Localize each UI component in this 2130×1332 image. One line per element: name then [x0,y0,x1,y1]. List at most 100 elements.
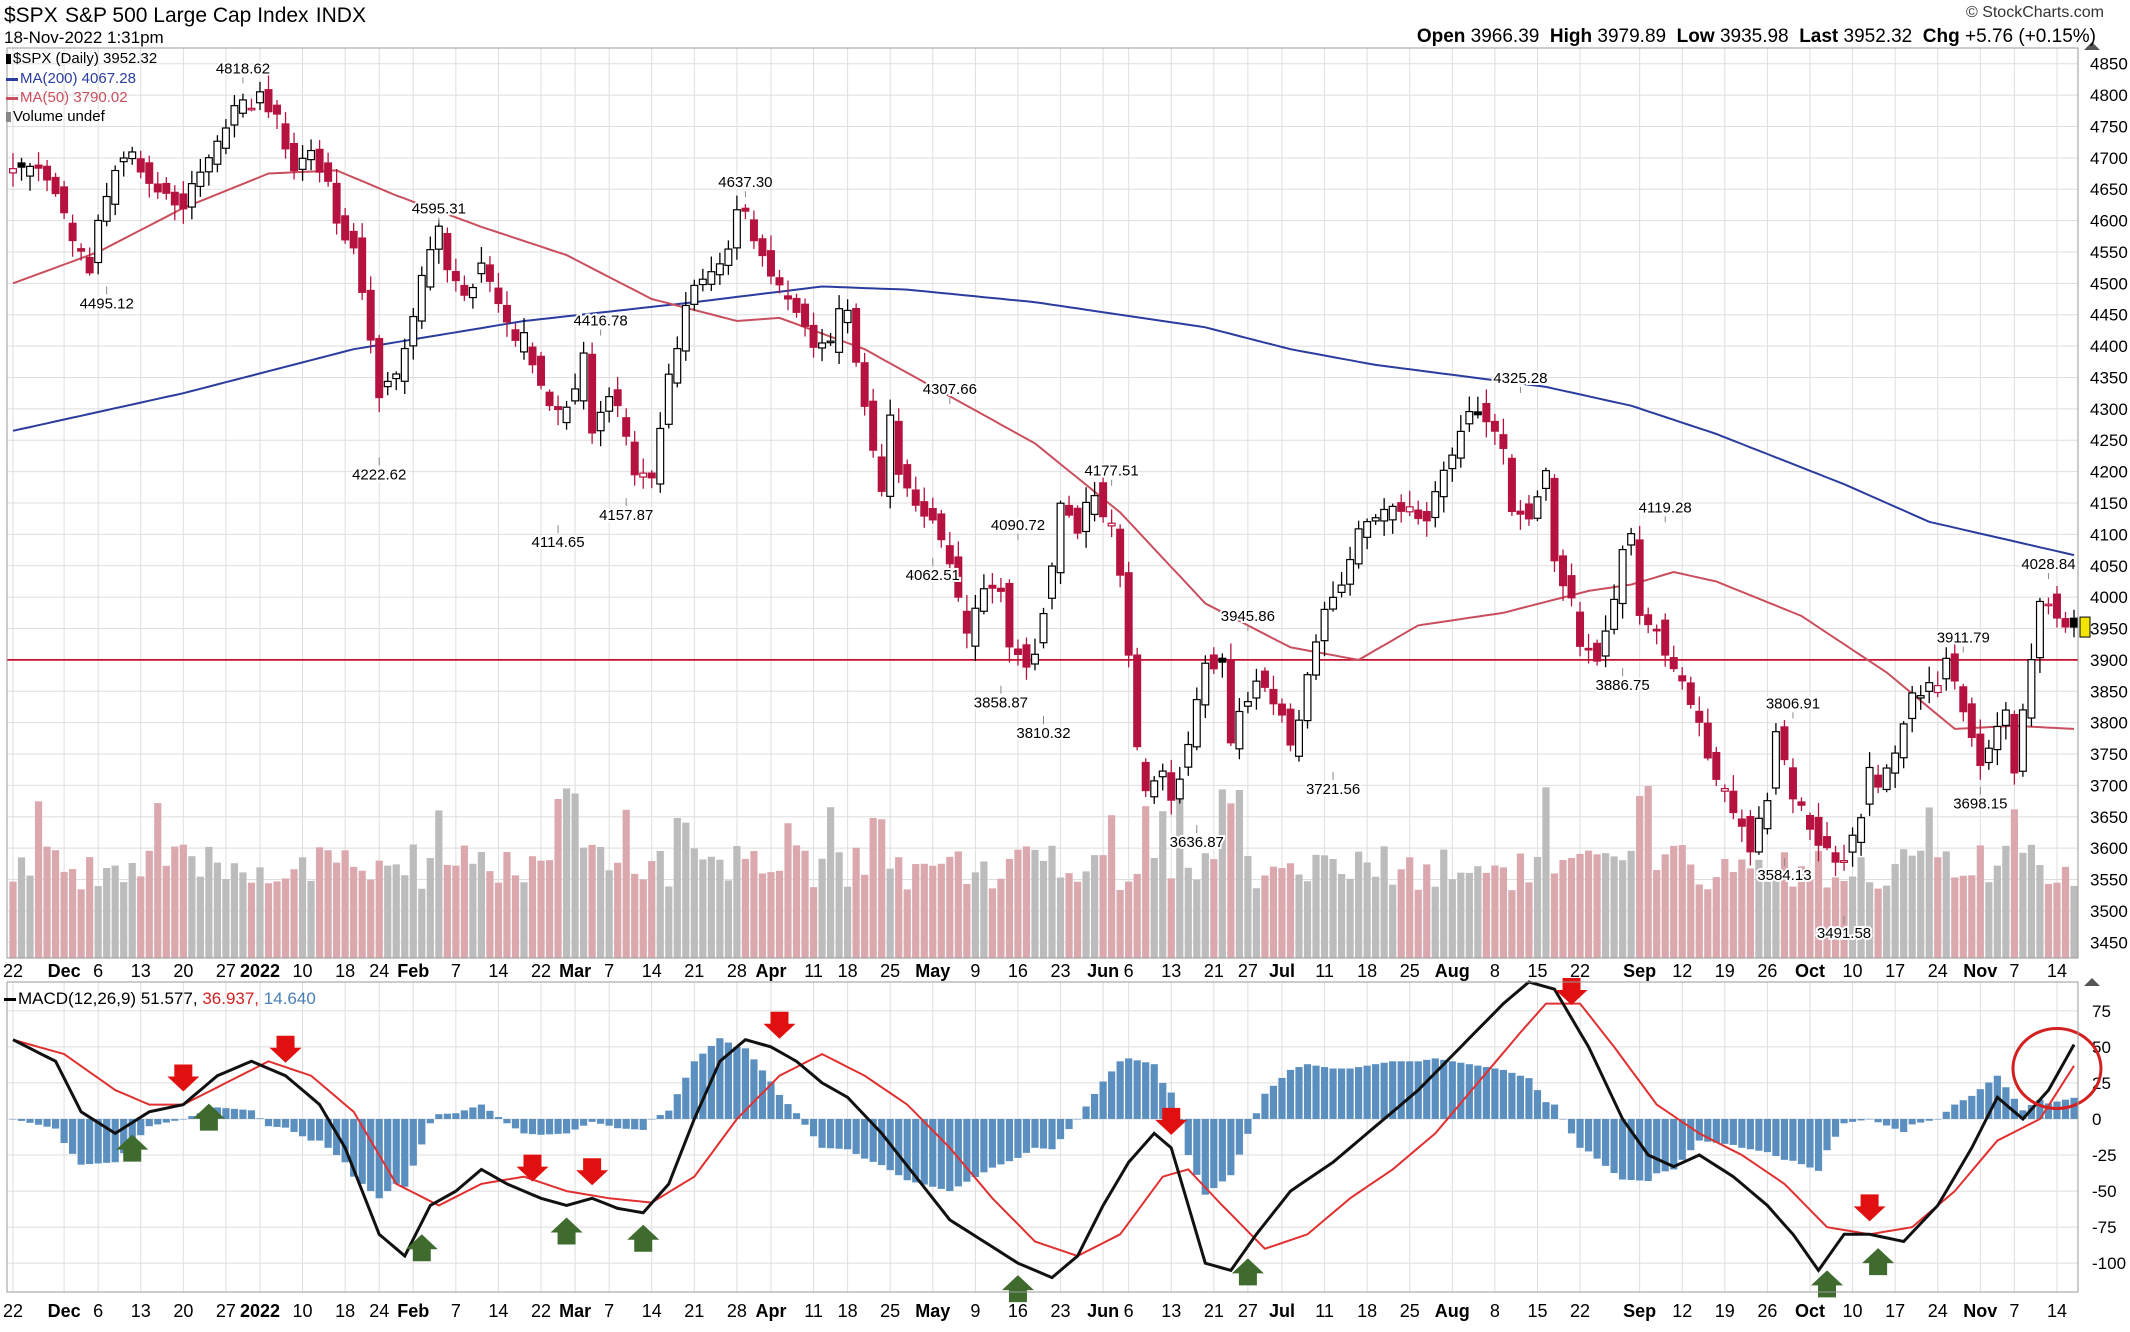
candle-body [605,396,614,412]
highlight-circle [2011,1027,2103,1111]
macd-tick-label: 0 [2092,1110,2101,1129]
macd-histogram-bar [1840,1118,1848,1124]
candle-body [766,250,775,277]
volume-bar [1048,845,1056,958]
macd-histogram-bar [1593,1118,1601,1159]
volume-bar [1482,872,1490,958]
macd-histogram-bar [801,1118,809,1125]
volume-bar [111,865,119,958]
date-tick-label: 11 [804,1301,823,1321]
sell-arrow-icon [576,1158,609,1186]
candle-body [1473,411,1482,416]
macd-histogram-bar [639,1118,647,1130]
candle-body [1635,539,1644,616]
price-tick-label: 4850 [2090,55,2128,74]
volume-bar [1763,881,1772,958]
volume-bar [1491,865,1499,958]
candle-body [238,99,247,114]
macd-histogram-bar [298,1118,307,1137]
date-tick-label: 2022 [240,1301,280,1321]
macd-histogram-bar [307,1118,315,1141]
volume-bar [946,856,954,958]
volume-bar [801,850,809,958]
candle-body [801,303,810,327]
price-tick-label: 3850 [2090,682,2128,701]
candle-body [1082,501,1091,533]
macd-histogram-bar [1516,1075,1525,1119]
candle-body [749,219,758,242]
candle-body [1371,517,1380,522]
candle-body [1294,719,1303,757]
volume-bar [1959,875,1967,958]
macd-histogram-bar [1039,1118,1048,1149]
candle-body [307,149,316,161]
volume-bar [1576,853,1584,958]
price-axis: 3450 3500 3550 3600 3650 3700 3750 3800 3850 3900… [2090,55,2128,953]
macd-histogram-bar [1619,1118,1627,1180]
macd-histogram-bar [818,1118,826,1148]
macd-histogram-bar [494,1117,503,1119]
macd-histogram-bar [1201,1118,1209,1195]
macd-histogram-bar [1261,1093,1269,1119]
date-tick-label: 24 [1928,1301,1948,1321]
macd-histogram-bar [980,1118,988,1173]
candle-body [1703,722,1712,759]
macd-histogram-bar [869,1118,877,1162]
candle-body [690,284,699,305]
date-tick-label: 21 [1204,1301,1224,1321]
price-tick-label: 3600 [2090,839,2128,858]
candle-body [698,278,707,286]
volume-bar [1457,872,1465,958]
pivot-label: 3858.87 [974,695,1028,712]
candle-body [1686,682,1695,705]
candle-body [707,271,716,285]
candle-body [392,373,401,380]
scroll-up-icon [2084,42,2100,50]
volume-bar [937,863,945,958]
candle-body [511,329,520,341]
volume-bar [971,872,979,958]
macd-histogram-bar [1857,1118,1865,1121]
candle-body [298,157,307,170]
candle-body [715,263,724,276]
candle-body [77,248,86,252]
macd-histogram-bar [1908,1118,1916,1125]
volume-bar [1584,850,1593,958]
candle-body [341,215,350,241]
candle-body [741,207,750,212]
candle-body [1380,508,1389,522]
macd-signal-line [12,1002,2075,1258]
date-tick-label: Sep [1623,1301,1656,1321]
candle-body [1065,504,1074,516]
legend-ma200: MA(200) 4067.28 [6,70,136,87]
date-tick-label: 14 [488,961,508,981]
candle-body [1720,788,1729,792]
sell-arrow-icon [269,1035,302,1063]
macd-histogram-bar [682,1077,690,1119]
volume-bar [1746,868,1754,958]
candle-body [1984,747,1993,764]
candle-body [1116,528,1125,576]
candle-body [1550,477,1559,562]
volume-bar [724,880,732,958]
volume-bars [9,786,2078,958]
candle-body [468,286,477,299]
volume-bar [580,847,588,958]
macd-histogram-bar [1848,1118,1857,1122]
macd-histogram-bar [690,1061,698,1119]
volume-bar [1133,873,1141,958]
macd-histogram-bar [1559,1118,1567,1120]
date-tick-label: Dec [48,961,81,981]
volume-bar [895,857,903,958]
volume-bar [1286,863,1295,958]
legend-volume: Volume undef [6,108,105,125]
candle-body [1541,470,1550,490]
pivot-label: 3584.13 [1757,867,1811,884]
candle-body [1431,491,1440,519]
volume-bar [477,852,486,958]
date-tick-label: 12 [1672,1301,1692,1321]
volume-bar [1448,879,1456,958]
volume-bar [1269,866,1278,958]
date-tick-label: 24 [369,1301,389,1321]
